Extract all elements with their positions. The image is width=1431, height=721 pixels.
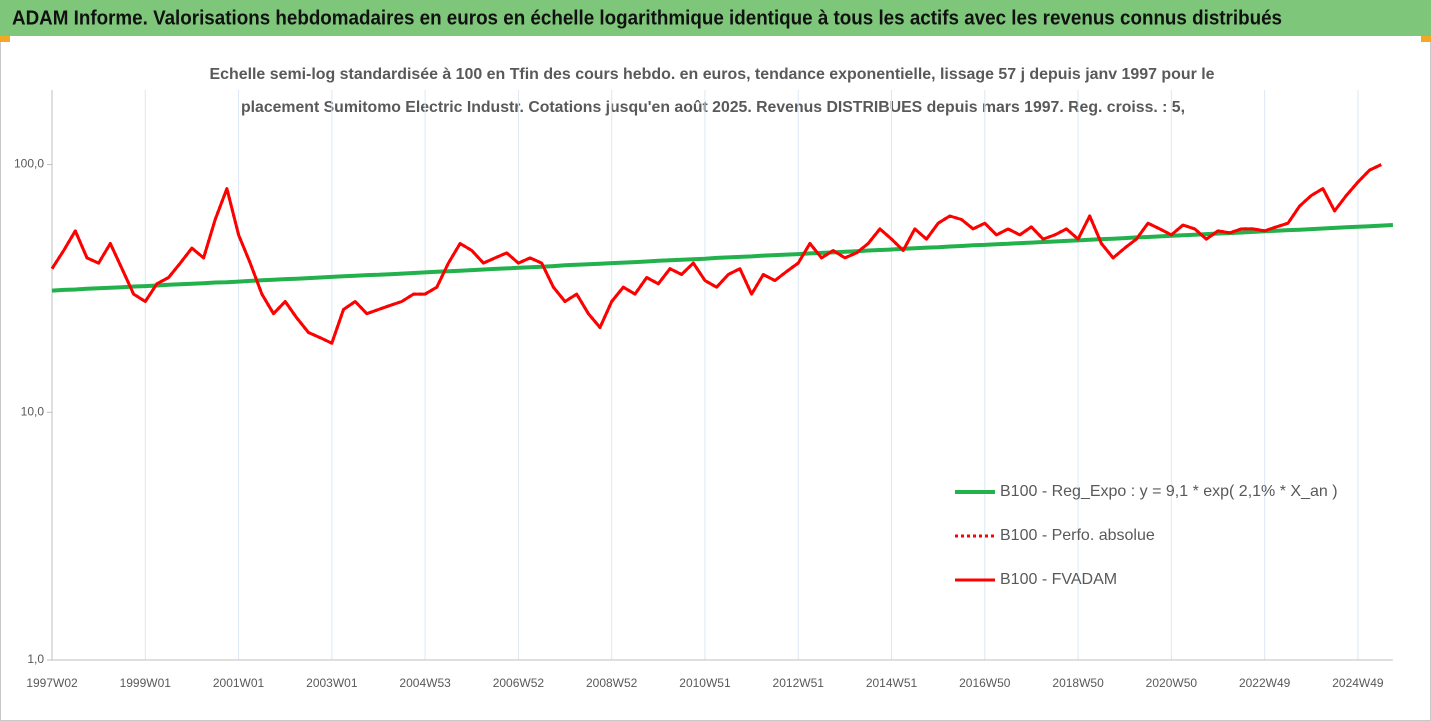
x-tick-label: 2008W52 xyxy=(586,676,638,690)
x-tick-label: 2003W01 xyxy=(306,676,358,690)
x-tick-label: 2022W49 xyxy=(1239,676,1291,690)
x-tick-label: 2020W50 xyxy=(1146,676,1198,690)
x-tick-label: 2016W50 xyxy=(959,676,1011,690)
header-bar xyxy=(0,0,1431,36)
corner-mark xyxy=(0,36,10,42)
series-line xyxy=(51,223,1394,293)
x-tick-label: 2001W01 xyxy=(213,676,265,690)
x-tick-label: 1999W01 xyxy=(120,676,172,690)
chart-title: ADAM Informe. Valorisations hebdomadaire… xyxy=(12,7,1282,29)
x-tick-label: 2024W49 xyxy=(1332,676,1384,690)
y-tick-label: 100,0 xyxy=(14,157,44,171)
x-tick-label: 2010W51 xyxy=(679,676,731,690)
x-tick-label: 1997W02 xyxy=(26,676,78,690)
x-tick-label: 2006W52 xyxy=(493,676,545,690)
y-tick-label: 10,0 xyxy=(21,404,45,418)
x-tick-label: 2004W53 xyxy=(399,676,451,690)
series-line xyxy=(50,163,1382,345)
chart-subtitle: Echelle semi-log standardisée à 100 en T… xyxy=(210,66,1215,83)
x-tick-label: 2014W51 xyxy=(866,676,918,690)
chart-subtitle: placement Sumitomo Electric Industr. Cot… xyxy=(241,99,1185,116)
legend-label: B100 - FVADAM xyxy=(1000,571,1117,588)
x-tick-label: 2018W50 xyxy=(1052,676,1104,690)
legend-label: B100 - Reg_Expo : y = 9,1 * exp( 2,1% * … xyxy=(1000,483,1338,500)
legend-label: B100 - Perfo. absolue xyxy=(1000,527,1155,544)
y-tick-label: 1,0 xyxy=(27,652,44,666)
x-tick-label: 2012W51 xyxy=(773,676,825,690)
corner-mark xyxy=(1421,36,1431,42)
